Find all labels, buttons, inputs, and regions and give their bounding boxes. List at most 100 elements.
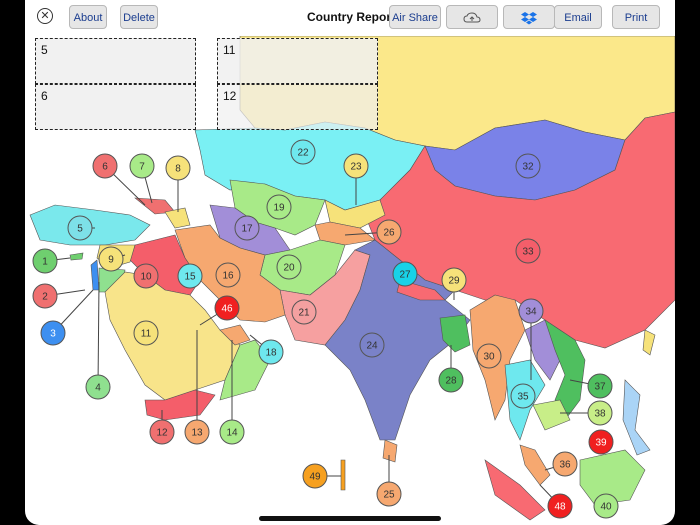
marker-19[interactable]: 19 xyxy=(266,194,292,220)
inset-box-5[interactable]: 5 xyxy=(35,38,196,84)
inset-box-12[interactable]: 12 xyxy=(217,84,378,130)
marker-1[interactable]: 1 xyxy=(32,248,71,274)
marker-circle[interactable] xyxy=(593,493,619,519)
marker-circle[interactable] xyxy=(32,283,58,309)
marker-circle[interactable] xyxy=(376,481,402,507)
marker-4[interactable]: 4 xyxy=(85,281,111,400)
marker-circle[interactable] xyxy=(177,263,203,289)
marker-circle[interactable] xyxy=(547,493,573,519)
marker-24[interactable]: 24 xyxy=(359,332,385,358)
region-maldives[interactable] xyxy=(340,459,346,491)
region-israel[interactable] xyxy=(90,259,100,291)
marker-circle[interactable] xyxy=(552,451,578,477)
marker-16[interactable]: 16 xyxy=(215,262,241,288)
marker-36[interactable]: 36 xyxy=(544,451,578,477)
marker-17[interactable]: 17 xyxy=(234,215,260,241)
region-malaysia[interactable] xyxy=(519,444,551,486)
marker-40[interactable]: 40 xyxy=(593,493,619,519)
marker-18[interactable]: 18 xyxy=(249,334,284,365)
marker-25[interactable]: 25 xyxy=(376,455,402,507)
region-cambodia[interactable] xyxy=(532,399,571,431)
marker-circle[interactable] xyxy=(510,383,536,409)
marker-circle[interactable] xyxy=(219,419,245,445)
marker-26[interactable]: 26 xyxy=(344,219,402,245)
region-sri-lanka[interactable] xyxy=(382,439,398,463)
marker-circle[interactable] xyxy=(234,215,260,241)
marker-15[interactable]: 15 xyxy=(177,263,203,289)
inset-box-11[interactable]: 11 xyxy=(217,38,378,84)
region-philippines[interactable] xyxy=(622,379,651,456)
marker-46[interactable]: 46 xyxy=(199,295,240,326)
marker-6[interactable]: 6 xyxy=(92,153,146,206)
marker-3[interactable]: 3 xyxy=(40,289,94,346)
marker-circle[interactable] xyxy=(258,339,284,365)
air-share-button[interactable]: Air Share xyxy=(389,5,441,29)
email-button[interactable]: Email xyxy=(554,5,602,29)
marker-circle[interactable] xyxy=(302,463,328,489)
marker-circle[interactable] xyxy=(92,153,118,179)
about-button[interactable]: About xyxy=(69,5,107,29)
marker-circle[interactable] xyxy=(476,343,502,369)
marker-14[interactable]: 14 xyxy=(219,340,245,445)
marker-circle[interactable] xyxy=(587,373,613,399)
marker-33[interactable]: 33 xyxy=(515,238,541,264)
marker-9[interactable]: 9 xyxy=(98,246,126,272)
marker-2[interactable]: 2 xyxy=(32,283,86,309)
region-bangladesh[interactable] xyxy=(439,314,471,353)
marker-circle[interactable] xyxy=(588,429,614,455)
marker-39[interactable]: 39 xyxy=(588,429,614,455)
cloud-upload-button[interactable] xyxy=(446,5,498,29)
marker-circle[interactable] xyxy=(392,261,418,287)
dropbox-button[interactable] xyxy=(503,5,555,29)
region-sumatra[interactable] xyxy=(484,459,546,521)
marker-30[interactable]: 30 xyxy=(476,343,502,369)
marker-5[interactable]: 5 xyxy=(67,215,95,241)
marker-circle[interactable] xyxy=(359,332,385,358)
marker-29[interactable]: 29 xyxy=(441,267,467,300)
marker-38[interactable]: 38 xyxy=(560,400,613,426)
close-icon[interactable]: ✕ xyxy=(37,8,53,24)
marker-27[interactable]: 27 xyxy=(392,261,418,287)
region-borneo[interactable] xyxy=(579,449,646,506)
marker-37[interactable]: 37 xyxy=(569,373,613,399)
marker-32[interactable]: 32 xyxy=(515,153,541,179)
delete-button[interactable]: Delete xyxy=(120,5,158,29)
marker-circle[interactable] xyxy=(518,298,544,324)
marker-34[interactable]: 34 xyxy=(518,298,544,380)
marker-13[interactable]: 13 xyxy=(184,330,210,445)
marker-circle[interactable] xyxy=(149,419,175,445)
marker-11[interactable]: 11 xyxy=(133,320,159,346)
marker-20[interactable]: 20 xyxy=(276,254,302,280)
marker-circle[interactable] xyxy=(376,219,402,245)
marker-circle[interactable] xyxy=(129,153,155,179)
marker-circle[interactable] xyxy=(266,194,292,220)
marker-circle[interactable] xyxy=(184,419,210,445)
marker-circle[interactable] xyxy=(165,155,191,181)
marker-circle[interactable] xyxy=(290,139,316,165)
marker-circle[interactable] xyxy=(85,374,111,400)
marker-circle[interactable] xyxy=(587,400,613,426)
marker-circle[interactable] xyxy=(133,320,159,346)
marker-circle[interactable] xyxy=(515,238,541,264)
marker-8[interactable]: 8 xyxy=(165,155,191,212)
print-button[interactable]: Print xyxy=(612,5,660,29)
inset-box-6[interactable]: 6 xyxy=(35,84,196,130)
marker-35[interactable]: 35 xyxy=(510,383,536,409)
marker-circle[interactable] xyxy=(98,246,124,272)
marker-circle[interactable] xyxy=(215,262,241,288)
region-uae[interactable] xyxy=(219,324,251,346)
marker-circle[interactable] xyxy=(291,299,317,325)
region-taiwan[interactable] xyxy=(642,329,656,356)
marker-21[interactable]: 21 xyxy=(291,299,317,325)
marker-circle[interactable] xyxy=(133,263,159,289)
marker-48[interactable]: 48 xyxy=(539,484,573,519)
marker-28[interactable]: 28 xyxy=(438,345,464,393)
marker-10[interactable]: 10 xyxy=(133,263,159,289)
marker-circle[interactable] xyxy=(515,153,541,179)
region-cyprus[interactable] xyxy=(69,252,84,261)
marker-23[interactable]: 23 xyxy=(343,153,369,205)
marker-circle[interactable] xyxy=(40,320,66,346)
marker-circle[interactable] xyxy=(276,254,302,280)
marker-7[interactable]: 7 xyxy=(129,153,155,204)
marker-12[interactable]: 12 xyxy=(149,410,175,445)
